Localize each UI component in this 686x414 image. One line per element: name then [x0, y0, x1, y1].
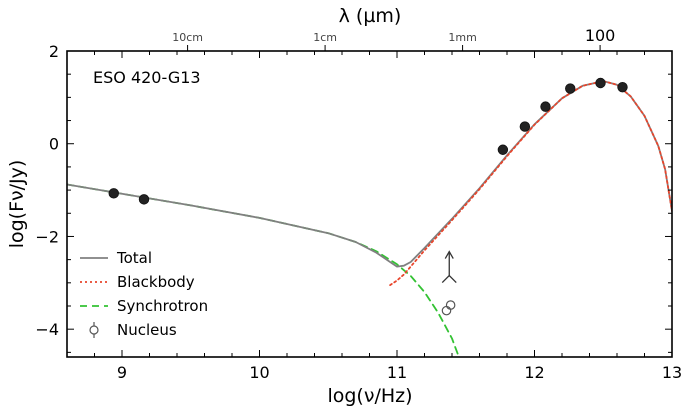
x-axis: 9 10 11 12 13	[66, 51, 682, 382]
y-tick-label: −2	[35, 227, 59, 246]
y-axis-title: log(Fν/Jy)	[6, 160, 28, 249]
top-tick-label: 1mm	[448, 31, 476, 44]
top-axis-title: λ (µm)	[339, 5, 402, 27]
legend-label-nucleus: Nucleus	[117, 321, 177, 339]
x-tick-label: 10	[249, 363, 269, 382]
nucleus-point	[441, 305, 452, 316]
legend-swatch-nucleus	[89, 325, 99, 335]
x-tick-label: 13	[662, 363, 682, 382]
observed-point	[519, 121, 531, 132]
legend-label-synchrotron: Synchrotron	[117, 297, 208, 315]
x-axis-title: log(ν/Hz)	[327, 385, 412, 407]
series-line-total	[67, 80, 672, 268]
limit-arrow-head	[444, 250, 454, 259]
nucleus-point	[445, 300, 456, 310]
observed-point	[108, 188, 119, 199]
y-tick-label: 2	[49, 42, 59, 61]
top-tick-label: 100	[585, 26, 616, 45]
legend-label-blackbody: Blackbody	[117, 273, 195, 291]
lower-limit-arrow	[441, 250, 457, 284]
series-lines	[67, 80, 672, 357]
y-tick-label: 0	[49, 135, 59, 154]
observed-point	[138, 194, 150, 205]
y-tick-label: −4	[35, 320, 59, 339]
x-tick-label: 9	[117, 363, 127, 382]
observed-point	[617, 81, 628, 93]
observed-point	[595, 77, 606, 89]
galaxy-annotation: ESO 420-G13	[93, 68, 201, 87]
observed-point	[565, 83, 576, 94]
top-tick-label: 1cm	[313, 31, 337, 44]
top-wavelength-axis: 10cm 1cm 1mm 100	[172, 26, 615, 51]
x-tick-label: 11	[387, 363, 407, 382]
x-tick-label: 12	[524, 363, 544, 382]
series-line-blackbody	[389, 80, 672, 287]
legend-label-total: Total	[116, 249, 152, 267]
limit-arrow-base	[441, 274, 457, 284]
observed-point	[497, 144, 509, 155]
observed-point	[540, 101, 551, 112]
data-points	[108, 77, 628, 316]
y-axis: −4 −2 0 2	[35, 42, 672, 353]
top-tick-label: 10cm	[172, 31, 203, 44]
legend: Total Blackbody Synchrotron Nucleus	[80, 249, 208, 339]
